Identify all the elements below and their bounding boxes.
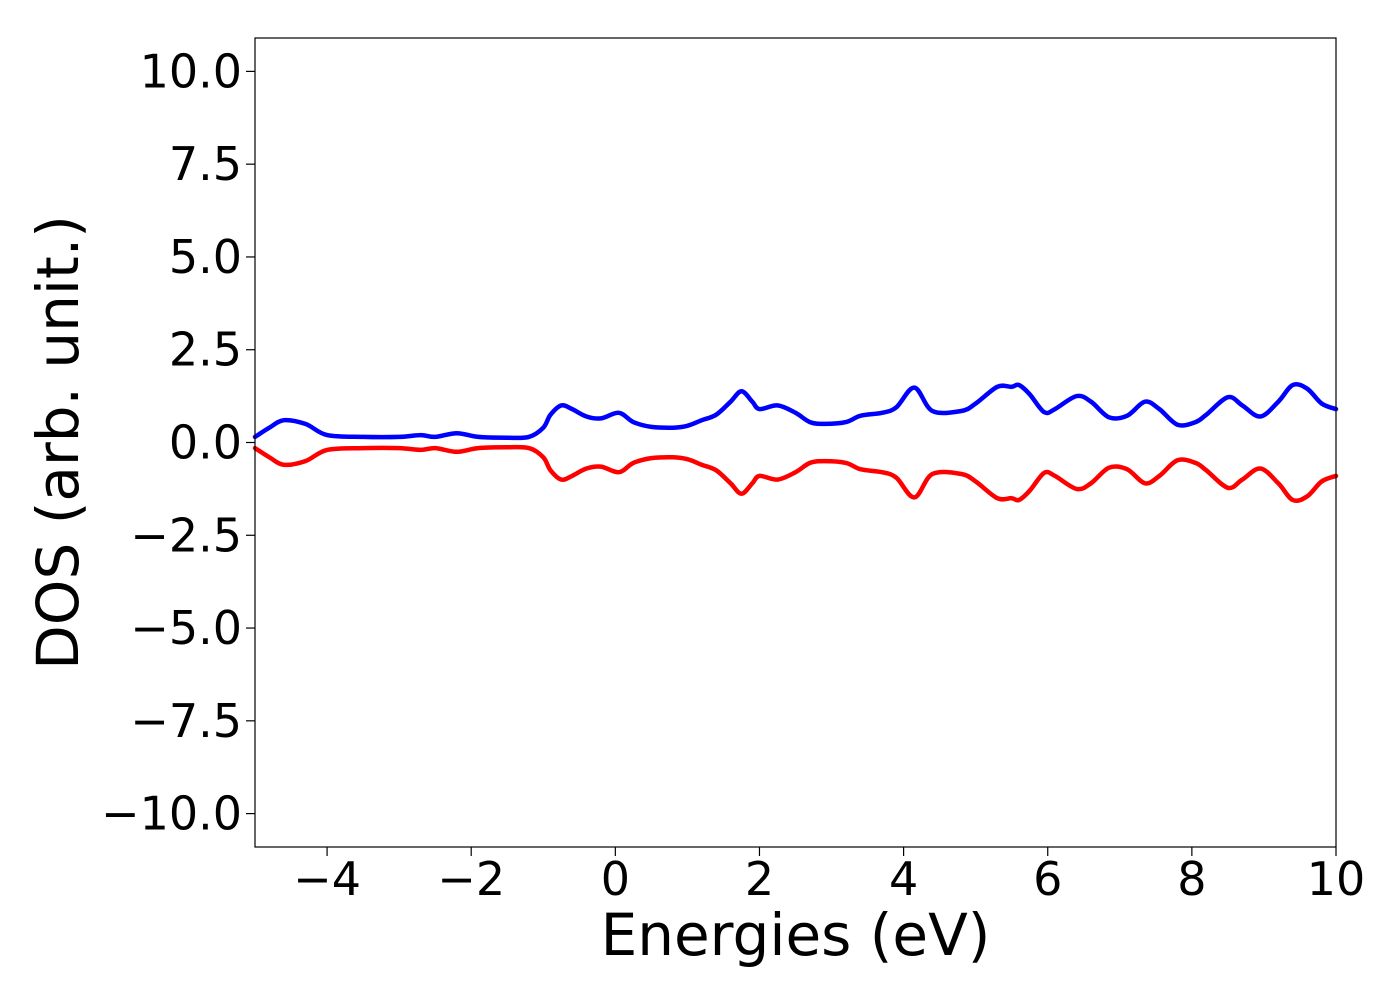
x-tick-label: 10 (1307, 852, 1366, 906)
y-tick-label: −7.5 (130, 694, 242, 748)
x-tick-label: 0 (601, 852, 630, 906)
y-axis: 10.0 7.5 5.0 2.5 0.0 −2.5 −5.0 −7.5 −10.0 (101, 44, 255, 841)
y-tick-label: −2.5 (130, 508, 242, 562)
x-tick-label: 6 (1033, 852, 1062, 906)
plot-area (252, 381, 1339, 504)
y-tick-label: 0.0 (169, 416, 242, 470)
x-tick-label: 4 (889, 852, 918, 906)
x-tick-label: −2 (437, 852, 505, 906)
y-tick-label: 5.0 (169, 230, 242, 284)
x-axis: −4 −2 0 2 4 6 8 10 (293, 847, 1365, 906)
x-axis-label: Energies (eV) (601, 901, 991, 969)
x-tick-label: 2 (745, 852, 774, 906)
y-tick-label: −10.0 (101, 787, 242, 841)
y-tick-label: 2.5 (169, 323, 242, 377)
series-line-positive (252, 381, 1339, 441)
plot-frame (254, 37, 1337, 848)
y-tick-label: 7.5 (169, 137, 242, 191)
y-tick-label: −5.0 (130, 601, 242, 655)
y-tick-label: 10.0 (140, 44, 242, 98)
series-line-negative (252, 444, 1339, 504)
x-tick-label: −4 (293, 852, 361, 906)
y-axis-label: DOS (arb. unit.) (24, 215, 92, 670)
x-tick-label: 8 (1177, 852, 1206, 906)
